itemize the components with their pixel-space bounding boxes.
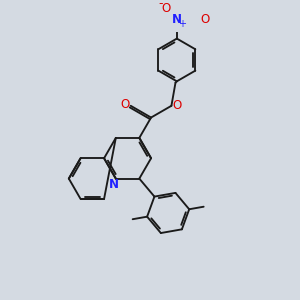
Text: O: O bbox=[173, 99, 182, 112]
Text: +: + bbox=[178, 19, 186, 29]
Text: N: N bbox=[172, 13, 182, 26]
Text: O: O bbox=[200, 13, 209, 26]
Text: O: O bbox=[161, 2, 170, 15]
Text: N: N bbox=[109, 178, 119, 191]
Text: O: O bbox=[120, 98, 130, 111]
Text: -: - bbox=[159, 0, 163, 10]
